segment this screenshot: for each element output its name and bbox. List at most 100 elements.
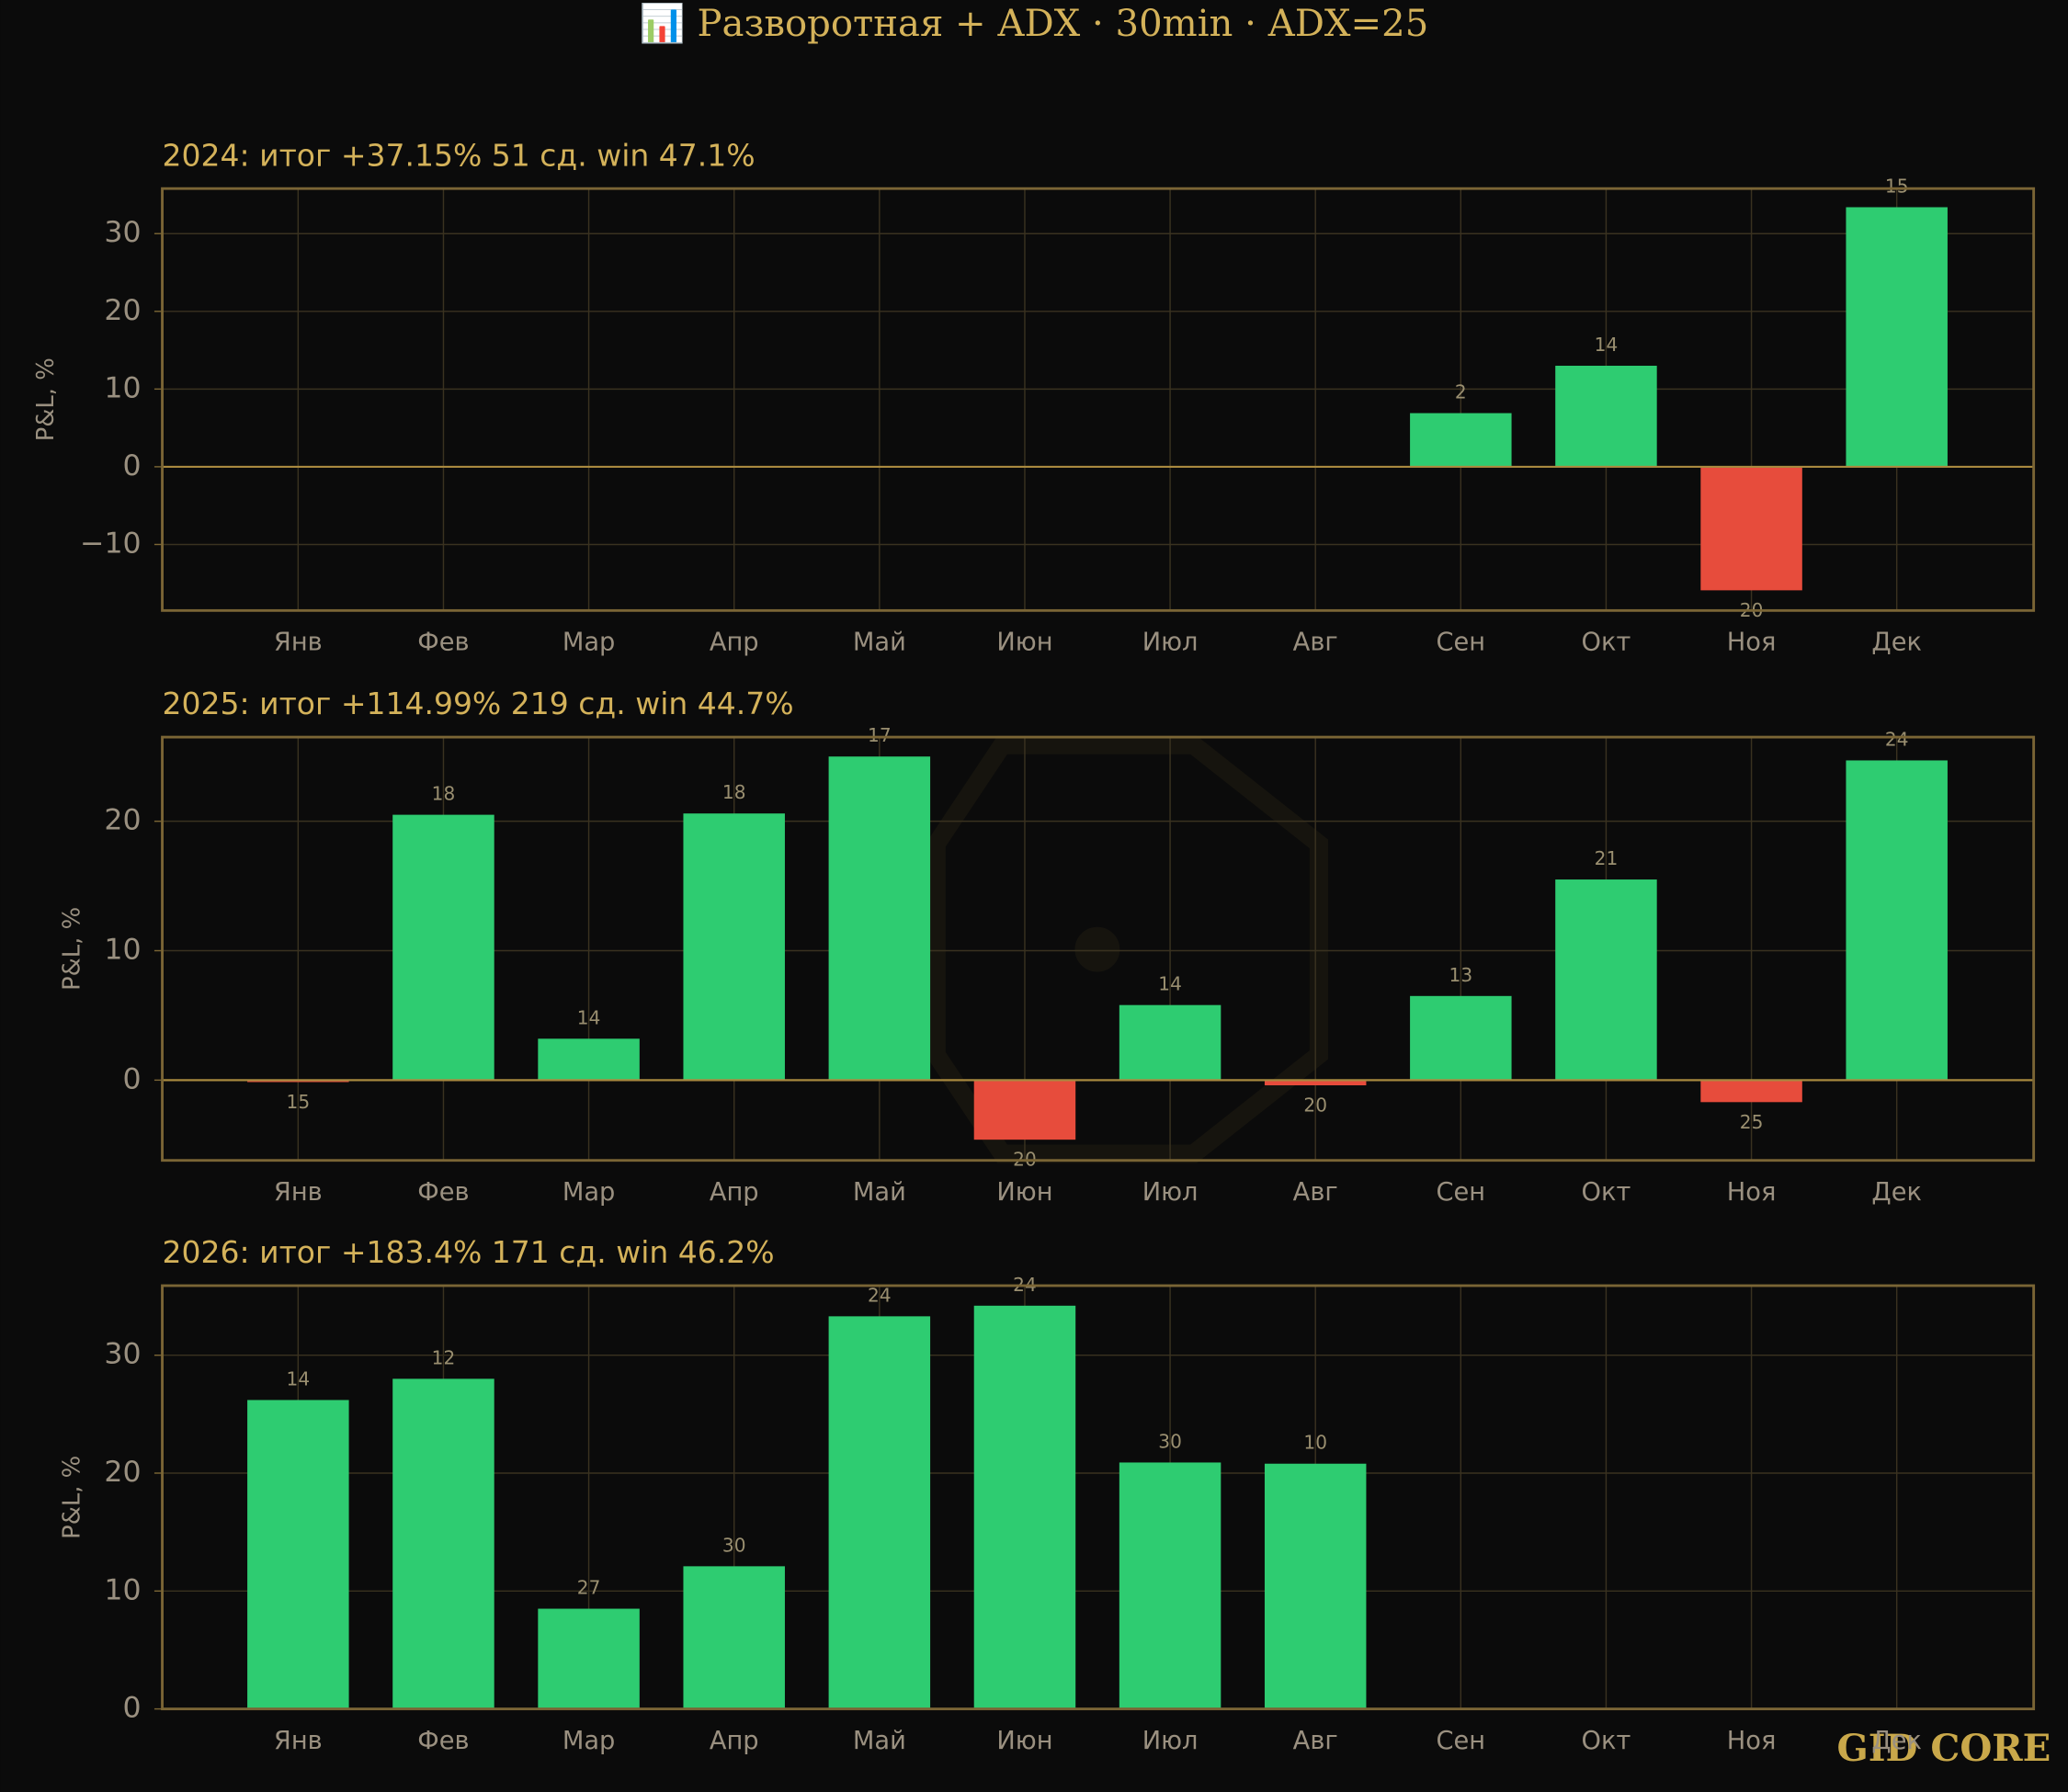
- trade-count-label: 14: [1158, 973, 1182, 995]
- bar: [392, 814, 494, 1081]
- trade-count-label: 13: [1449, 964, 1473, 986]
- x-tick-label: Дек: [1871, 629, 1922, 657]
- bar: [1410, 413, 1512, 467]
- y-tick-label: 10: [104, 934, 141, 967]
- x-tick-label: Мар: [562, 1178, 616, 1207]
- y-tick-label: 10: [104, 1573, 141, 1606]
- x-tick-label: Ноя: [1727, 1178, 1777, 1207]
- y-tick-label: 20: [104, 294, 141, 327]
- chart-subtitle: 2026: итог +183.4% 171 сд. win 46.2%: [163, 1234, 775, 1270]
- trade-count-label: 17: [868, 724, 892, 746]
- trade-count-label: 30: [722, 1534, 746, 1556]
- trade-count-label: 15: [287, 1091, 311, 1113]
- chart-panel: 2025: итог +114.99% 219 сд. win 44.7% P&L…: [58, 686, 2036, 1207]
- x-tick-label: Июн: [996, 1727, 1052, 1755]
- bar: [828, 756, 931, 1081]
- x-tick-label: Окт: [1582, 1178, 1631, 1207]
- x-tick-label: Сен: [1437, 1727, 1486, 1755]
- logo-watermark: [926, 735, 1328, 1163]
- x-tick-label: Янв: [274, 629, 323, 657]
- page-title: 📊 Разворотная + ADX · 30min · ADX=25: [640, 2, 1429, 45]
- x-tick-label: Янв: [274, 1178, 323, 1207]
- x-tick-label: Авг: [1293, 1727, 1338, 1755]
- chart-subtitle: 2025: итог +114.99% 219 сд. win 44.7%: [163, 686, 794, 721]
- bar: [683, 1566, 785, 1709]
- trade-count-label: 18: [432, 783, 456, 805]
- x-tick-label: Мар: [562, 629, 616, 657]
- x-tick-label: Июн: [996, 1178, 1052, 1207]
- chart-subtitle: 2024: итог +37.15% 51 сд. win 47.1%: [163, 137, 756, 173]
- bar: [1555, 365, 1657, 467]
- x-tick-label: Апр: [710, 1178, 759, 1207]
- trade-count-label: 18: [722, 781, 746, 803]
- chart-panel: 2024: итог +37.15% 51 сд. win 47.1% P&L, …: [32, 137, 2036, 657]
- x-tick-label: Июл: [1142, 1727, 1199, 1755]
- x-tick-label: Окт: [1582, 629, 1631, 657]
- x-tick-label: Ноя: [1727, 1727, 1777, 1755]
- x-tick-label: Авг: [1293, 1178, 1338, 1207]
- x-tick-label: Июл: [1142, 1178, 1199, 1207]
- x-tick-label: Июн: [996, 629, 1052, 657]
- bar: [1700, 1080, 1802, 1103]
- y-tick-label: 20: [104, 804, 141, 837]
- y-tick-label: 0: [123, 1062, 142, 1095]
- x-tick-label: Апр: [710, 629, 759, 657]
- trade-count-label: 10: [1303, 1432, 1327, 1454]
- x-tick-label: Июл: [1142, 629, 1199, 657]
- trade-count-label: 14: [577, 1006, 601, 1028]
- x-tick-label: Ноя: [1727, 629, 1777, 657]
- y-tick-label: 30: [104, 1338, 141, 1371]
- trade-count-label: 25: [1740, 1111, 1764, 1133]
- bar: [1555, 879, 1657, 1081]
- x-tick-label: Дек: [1871, 1727, 1922, 1755]
- x-tick-label: Май: [853, 629, 906, 657]
- bar: [1119, 1004, 1221, 1081]
- bar: [1700, 466, 1802, 591]
- y-tick-label: 0: [123, 449, 142, 482]
- bar: [828, 1316, 931, 1709]
- bar: [683, 813, 785, 1081]
- x-tick-label: Фев: [417, 1727, 469, 1755]
- x-tick-label: Май: [853, 1178, 906, 1207]
- x-tick-label: Апр: [710, 1727, 759, 1755]
- bar: [392, 1378, 494, 1709]
- x-tick-label: Окт: [1582, 1727, 1631, 1755]
- bar: [247, 1400, 349, 1709]
- trade-count-label: 24: [868, 1284, 892, 1306]
- trade-count-label: 12: [432, 1346, 456, 1368]
- x-tick-label: Дек: [1871, 1178, 1922, 1207]
- x-tick-label: Фев: [417, 1178, 469, 1207]
- watermark: GID CORE: [1836, 1727, 2051, 1770]
- y-tick-label: 20: [104, 1456, 141, 1489]
- bar: [1846, 760, 1948, 1081]
- bar: [1119, 1462, 1221, 1709]
- trade-count-label: 2: [1455, 381, 1467, 403]
- bar: [1846, 207, 1948, 467]
- bar: [1264, 1463, 1367, 1709]
- x-tick-label: Фев: [417, 629, 469, 657]
- trade-count-label: 14: [1595, 334, 1619, 356]
- chart-panel: 2026: итог +183.4% 171 сд. win 46.2% P&L,…: [58, 1234, 2036, 1755]
- trade-count-label: 14: [287, 1367, 311, 1389]
- x-tick-label: Авг: [1293, 629, 1338, 657]
- trade-count-label: 20: [1303, 1094, 1327, 1116]
- bar: [538, 1608, 640, 1709]
- bar: [973, 1305, 1076, 1709]
- plot-frame: [161, 735, 2036, 1163]
- y-tick-label: 0: [123, 1692, 142, 1725]
- trade-count-label: 27: [577, 1577, 601, 1599]
- y-tick-label: 10: [104, 371, 141, 404]
- trade-count-label: 24: [1885, 728, 1909, 750]
- bar: [538, 1038, 640, 1081]
- bar: [973, 1080, 1076, 1140]
- y-axis-label: P&L, %: [32, 357, 60, 441]
- x-tick-label: Сен: [1437, 629, 1486, 657]
- plot-frame: [161, 187, 2036, 612]
- x-tick-label: Янв: [274, 1727, 323, 1755]
- x-tick-label: Май: [853, 1727, 906, 1755]
- bar: [1410, 995, 1512, 1081]
- trade-count-label: 21: [1595, 847, 1619, 869]
- x-tick-label: Сен: [1437, 1178, 1486, 1207]
- trade-count-label: 15: [1885, 175, 1909, 197]
